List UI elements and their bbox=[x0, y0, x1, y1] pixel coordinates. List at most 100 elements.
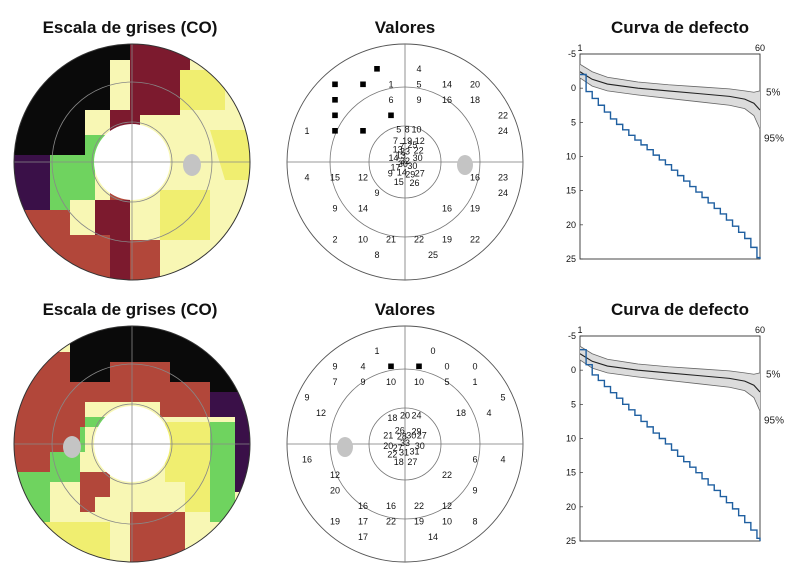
blind-spot bbox=[457, 155, 473, 175]
value-central_points-8: 13 bbox=[393, 144, 403, 154]
value-central_points-5: 12 bbox=[415, 136, 425, 146]
value-points-33: 21 bbox=[386, 235, 396, 245]
value-points-34: 22 bbox=[414, 235, 424, 245]
value-points-1: 4 bbox=[416, 64, 421, 74]
patch-maroon bbox=[110, 44, 190, 135]
blind-spot bbox=[337, 437, 353, 457]
value-points-31: 17 bbox=[358, 517, 368, 527]
normal-band bbox=[580, 64, 760, 130]
value-marker-points-18 bbox=[360, 128, 366, 134]
value-points-32: 22 bbox=[386, 517, 396, 527]
value-central_points-1: 20 bbox=[400, 411, 410, 421]
median-line bbox=[579, 71, 761, 111]
y-tick-label-5: 20 bbox=[566, 502, 576, 512]
y-tick-label-2: 5 bbox=[571, 399, 576, 409]
value-points-16: 12 bbox=[316, 408, 326, 418]
value-points-7: 0 bbox=[472, 362, 477, 372]
value-points-4: 1 bbox=[388, 80, 393, 90]
band-5pct-line bbox=[579, 63, 761, 93]
band-label-5pct: 5% bbox=[766, 87, 781, 98]
value-points-35: 19 bbox=[442, 235, 452, 245]
value-marker-points-5 bbox=[416, 363, 422, 370]
value-points-27: 16 bbox=[386, 501, 396, 511]
y-tick-label-4: 15 bbox=[566, 468, 576, 478]
value-central_points-6: 28 bbox=[397, 432, 407, 442]
x-tick-label-1: 60 bbox=[755, 43, 765, 53]
value-points-10: 9 bbox=[416, 95, 421, 105]
value-marker-points-17 bbox=[332, 128, 338, 134]
y-tick-label-0: -5 bbox=[568, 49, 576, 59]
grayscale-patches bbox=[14, 326, 250, 562]
band-95pct-line bbox=[579, 359, 761, 412]
value-central_points-13: 31 bbox=[399, 447, 409, 457]
y-tick-label-2: 5 bbox=[571, 117, 576, 127]
value-points-12: 18 bbox=[470, 95, 480, 105]
outer-ring bbox=[13, 43, 251, 281]
value-central_points-14: 31 bbox=[409, 446, 419, 456]
patch-red-m bbox=[80, 472, 110, 512]
value-points-17: 18 bbox=[456, 408, 466, 418]
patch-yellow-r bbox=[210, 130, 250, 180]
grayscale-title-1: Escala de grises (CO) bbox=[42, 18, 218, 37]
value-central_points-9: 20 bbox=[383, 441, 393, 451]
band-5pct-line bbox=[579, 345, 761, 375]
defect-title-2: Curva de defecto bbox=[611, 300, 749, 319]
value-central_points-12: 32 bbox=[400, 156, 410, 166]
value-central_points-10: 33 bbox=[400, 438, 410, 448]
value-points-7: 20 bbox=[470, 80, 480, 90]
blind-spot bbox=[63, 436, 81, 458]
value-marker-points-0 bbox=[374, 66, 380, 72]
value-points-14: 9 bbox=[304, 393, 309, 403]
value-points-2: 9 bbox=[332, 362, 337, 372]
value-central_points-22: 15 bbox=[394, 177, 404, 187]
value-points-24: 23 bbox=[498, 173, 508, 183]
value-points-34: 10 bbox=[442, 517, 452, 527]
grayscale-field-map-2 bbox=[13, 325, 251, 563]
grayscale-field-map-1 bbox=[13, 43, 251, 281]
y-tick-label-1: 0 bbox=[571, 365, 576, 375]
value-points-12: 5 bbox=[444, 377, 449, 387]
value-central_points-20: 29 bbox=[405, 170, 415, 180]
value-points-26: 16 bbox=[358, 501, 368, 511]
value-central_points-9: 23 bbox=[400, 147, 410, 157]
value-central_points-11: 14 bbox=[388, 153, 398, 163]
patch-yellow-bl bbox=[50, 522, 110, 562]
patch-maroon-b bbox=[95, 200, 130, 280]
value-central_points-0: 18 bbox=[387, 413, 397, 423]
y-tick-label-0: -5 bbox=[568, 331, 576, 341]
value-points-25: 9 bbox=[374, 188, 379, 198]
x-tick-label-0: 1 bbox=[577, 43, 582, 53]
band-95pct-line bbox=[579, 77, 761, 130]
value-marker-points-4 bbox=[388, 363, 394, 370]
value-points-29: 16 bbox=[442, 204, 452, 214]
patch-purple bbox=[210, 392, 250, 492]
value-points-20: 4 bbox=[304, 173, 309, 183]
value-points-31: 2 bbox=[332, 235, 337, 245]
value-points-13: 1 bbox=[472, 377, 477, 387]
value-points-6: 0 bbox=[444, 362, 449, 372]
value-points-32: 10 bbox=[358, 235, 368, 245]
y-tick-label-5: 20 bbox=[566, 220, 576, 230]
value-points-37: 8 bbox=[374, 250, 379, 260]
value-central_points-18: 9 bbox=[388, 169, 393, 179]
patch-yellow-bb bbox=[14, 522, 50, 562]
value-points-5: 5 bbox=[416, 80, 421, 90]
value-points-21: 4 bbox=[500, 455, 505, 465]
value-points-0: 1 bbox=[374, 346, 379, 356]
value-points-35: 8 bbox=[472, 517, 477, 527]
value-marker-points-14 bbox=[388, 112, 394, 119]
defect-series-line bbox=[580, 73, 761, 259]
value-central_points-4: 29 bbox=[412, 426, 422, 436]
value-points-30: 19 bbox=[330, 517, 340, 527]
value-points-36: 22 bbox=[470, 235, 480, 245]
value-central_points-16: 18 bbox=[394, 457, 404, 467]
value-points-19: 24 bbox=[498, 126, 508, 136]
band-label-95pct: 95% bbox=[764, 416, 784, 427]
value-marker-points-2 bbox=[332, 81, 338, 88]
grayscale-patches bbox=[14, 44, 250, 280]
value-points-28: 22 bbox=[414, 501, 424, 511]
value-points-37: 14 bbox=[428, 532, 438, 542]
value-points-29: 12 bbox=[442, 501, 452, 511]
patch-red-t bbox=[110, 362, 210, 417]
